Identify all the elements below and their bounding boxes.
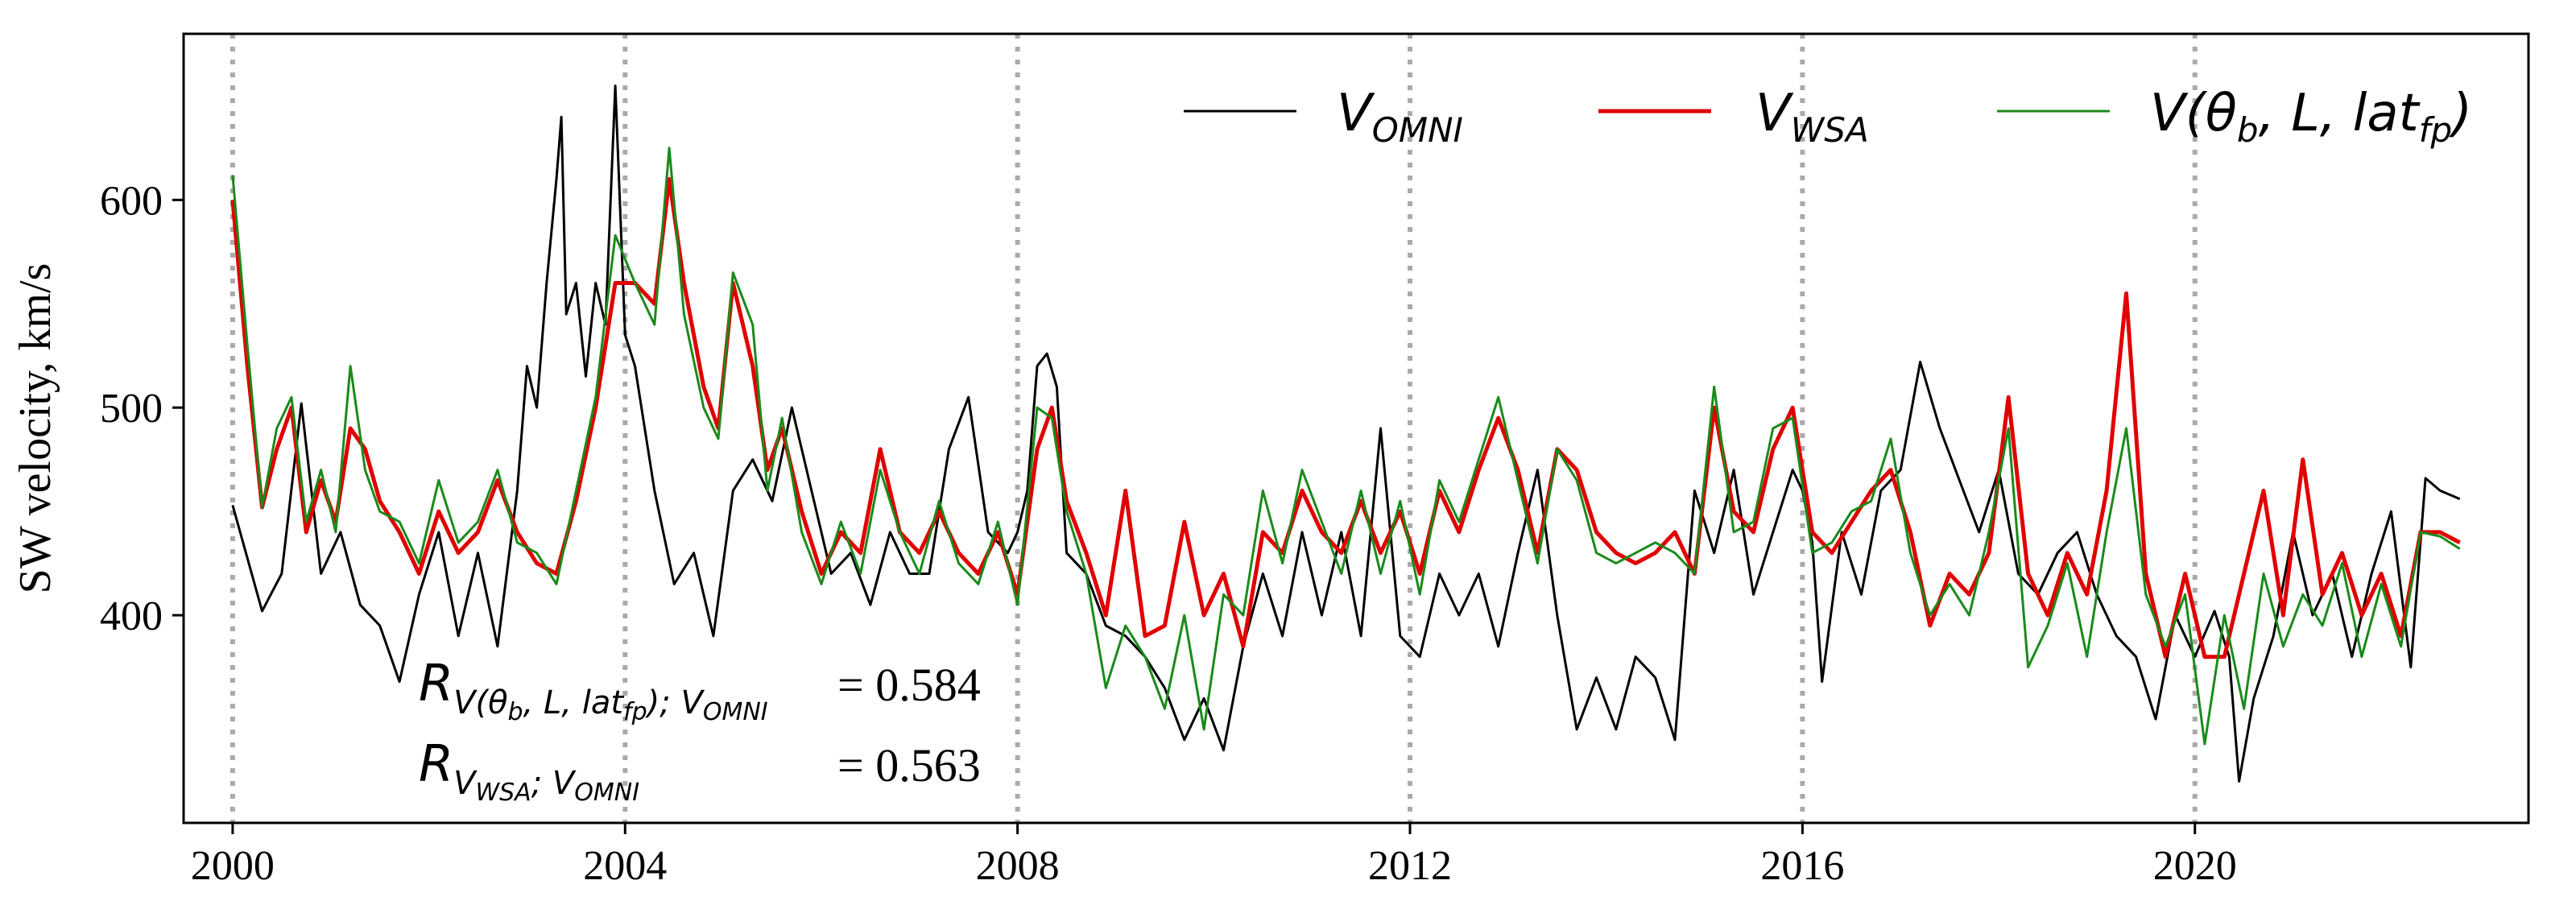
- y-tick-label: 500: [100, 386, 163, 432]
- legend-label-wsa: VWSA: [1755, 84, 1869, 150]
- x-tick-label: 2004: [583, 843, 667, 889]
- y-tick-label: 600: [100, 178, 163, 224]
- series-line-omni: [231, 85, 2461, 783]
- legend-label-model: V(θb, L, latfp): [2150, 84, 2472, 150]
- vertical-year-lines: [229, 34, 2198, 823]
- correlation-label-model: RV(θb, L, latfp); VOMNI: [419, 654, 768, 726]
- x-tick-label: 2016: [1760, 843, 1844, 889]
- x-axis-ticks: 2000 2004 2008 2012 2016 2020: [191, 823, 2237, 889]
- series-line-wsa: [230, 177, 2461, 659]
- series-line-model: [231, 147, 2461, 746]
- x-tick-label: 2000: [191, 843, 275, 889]
- correlation-value-model: = 0.584: [837, 659, 981, 711]
- y-tick-label: 400: [100, 593, 163, 639]
- series-lines: [230, 85, 2461, 783]
- legend-label-omni: VOMNI: [1337, 84, 1463, 150]
- y-axis-ticks: 400 500 600: [100, 178, 184, 639]
- x-tick-label: 2008: [976, 843, 1060, 889]
- x-tick-label: 2012: [1368, 843, 1452, 889]
- plot-frame: [182, 32, 2530, 825]
- y-axis-label: SW velocity, km/s: [10, 263, 60, 594]
- correlation-label-wsa: RVWSA; VOMNI: [419, 734, 639, 807]
- correlation-value-wsa: = 0.563: [837, 739, 981, 791]
- correlation-annotations: RV(θb, L, latfp); VOMNI = 0.584 RVWSA; V…: [419, 654, 981, 807]
- legend: VOMNI VWSA V(θb, L, latfp): [1184, 84, 2472, 150]
- x-tick-label: 2020: [2153, 843, 2237, 889]
